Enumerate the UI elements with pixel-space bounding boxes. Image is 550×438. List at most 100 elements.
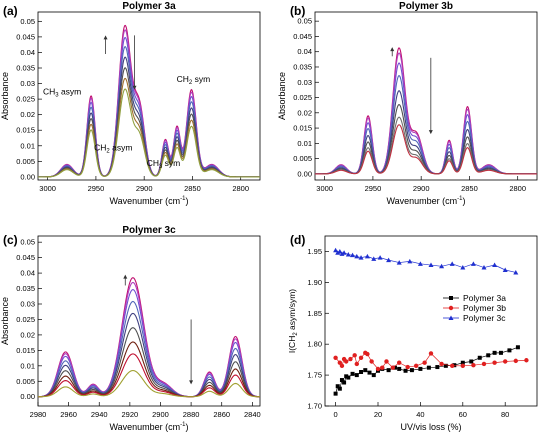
y-axis-label: Absorbance [0,297,10,345]
y-tick-label: 0.05 [20,17,35,26]
y-axis-label-sub: 2 [293,332,299,336]
data-point [339,378,344,383]
x-axis-label-main: UV/vis loss (%) [400,422,461,432]
spectrum-curve [38,29,260,178]
y-tick-label: 0.03 [20,300,35,309]
x-axis-label: Wavenumber (cm-1) [386,196,465,206]
x-tick-label: 2950 [365,184,382,193]
spectrum-curve [38,353,260,398]
data-point [407,258,413,264]
data-point [428,351,434,356]
data-point [418,366,423,371]
y-tick-label: 0.035 [16,284,35,293]
data-point [339,363,345,369]
data-point [359,370,364,374]
data-point [386,257,392,263]
spectrum-curve [38,24,260,178]
data-point [354,373,359,378]
x-axis-label: Wavenumber (cm-1) [109,196,188,206]
panel-letter: (d) [290,233,305,247]
y-tick-label: 0.035 [293,62,312,71]
spectrum-curve [38,341,260,398]
panel-b: (b) Polymer 3b 3000 2950 2900 2850 2800 0.00 0.0… [277,1,538,206]
data-point [492,350,497,355]
trend-arrowhead [189,380,194,385]
data-point [345,252,351,257]
x-axis-label-sup: -1 [457,196,463,202]
data-point [342,380,347,385]
legend-marker [448,305,454,311]
x-tick-label: 2800 [509,184,526,193]
annotation-sub: 2 [106,148,110,154]
y-tick-label: 0.03 [297,78,312,87]
y-tick-label: 0.00 [20,392,35,401]
data-point [386,368,391,373]
x-tick-label: 40 [416,410,424,419]
data-point [377,255,383,260]
y-axis-label-main: I(CH [287,336,297,353]
data-point [452,363,457,368]
data-point [364,253,370,259]
data-point [335,384,340,389]
data-point [417,261,423,266]
x-tick-label: 20 [374,410,382,419]
data-point [513,358,518,364]
data-point [363,368,368,373]
legend-marker [448,315,454,320]
panel-letter: (a) [3,4,18,18]
x-tick-label: 80 [501,410,509,419]
data-point [384,359,389,364]
spectrum-curve [38,369,260,398]
spectrum-curve [315,75,537,175]
x-axis-label-close: ) [463,196,466,206]
x-tick-label: 2850 [461,184,478,193]
data-point [380,365,385,370]
data-point [396,260,402,265]
y-axis-label-rest: asym/sym) [287,289,297,333]
x-tick-label: 2880 [183,410,200,419]
annotation-rest: sym [192,74,210,84]
data-point [397,366,402,371]
plot-frame [37,235,261,407]
data-point [492,262,498,268]
y-tick-label: 0.04 [20,48,35,57]
y-tick-label: 0.015 [293,124,312,133]
annotation-sub: 2 [189,80,193,86]
y-tick-label: 0.02 [20,330,35,339]
data-point [481,265,487,270]
x-axis-label-sup: -1 [180,196,186,202]
data-point [352,353,357,358]
y-tick-label: 0.00 [20,172,35,181]
data-point [337,360,343,365]
data-point [507,348,512,353]
data-point [365,351,370,357]
data-point [428,262,434,268]
data-point [337,248,343,254]
data-point [477,355,482,360]
x-tick-label: 2960 [60,410,77,419]
annotation-main: CH [177,74,189,84]
data-point [515,345,520,350]
y-tick-label: 1.95 [307,247,322,256]
spectrum-curve [38,312,260,398]
y-tick-label: 0.045 [293,32,312,41]
x-tick-label: 60 [459,410,467,419]
data-point [486,353,491,358]
x-axis-label-main: Wavenumber (cm [109,422,180,432]
spectrum-curve [38,36,260,178]
y-tick-label: 0.025 [293,93,312,102]
spectrum-curve [315,124,537,175]
legend-label: Polymer 3b [463,303,506,313]
plot-frame [37,11,261,181]
data-point [413,363,419,369]
data-point [350,252,356,258]
plot-frame [314,11,538,181]
trend-arrowhead [103,35,108,40]
x-axis-label-main: Wavenumber (cm [386,196,457,206]
annotation-main: CH [147,158,159,168]
x-tick-label: 2840 [244,410,261,419]
x-tick-label: 2920 [122,410,139,419]
x-axis-label: UV/vis loss (%) [400,422,461,432]
data-point [371,256,377,261]
x-tick-label: 2850 [184,184,201,193]
